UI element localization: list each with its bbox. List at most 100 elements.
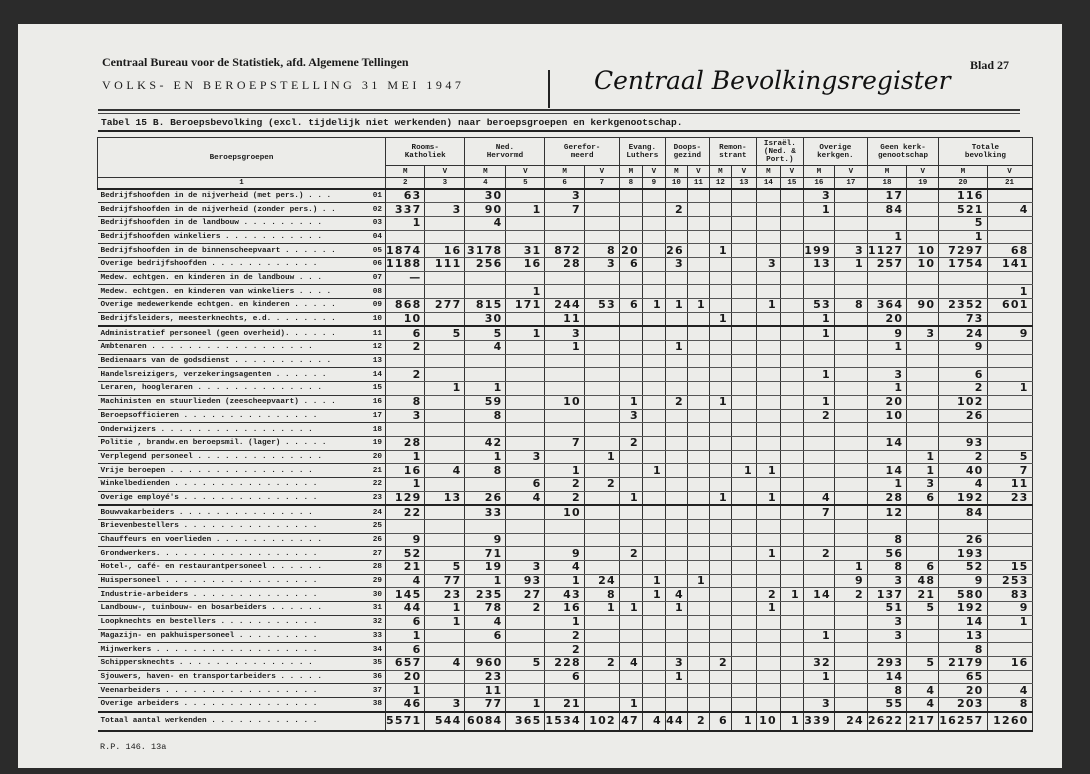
- table-cell: [686, 216, 710, 231]
- table-cell: [505, 312, 546, 327]
- table-cell: [641, 216, 666, 231]
- table-cell: [583, 519, 620, 534]
- table-cell: 1: [755, 463, 781, 478]
- table-cell: [583, 354, 620, 369]
- table-cell: 7297: [938, 243, 988, 258]
- table-cell: [641, 670, 666, 685]
- table-cell: [641, 381, 666, 396]
- column-number: 1: [97, 177, 386, 189]
- table-cell: 78: [464, 601, 507, 616]
- table-cell: [424, 312, 466, 327]
- table-cell: [618, 533, 643, 548]
- row-code: 31: [372, 604, 382, 613]
- row-label: Magazijn- en pakhuispersoneel . . . . . …: [97, 628, 386, 644]
- table-cell: [730, 697, 757, 713]
- table-cell: 1: [802, 395, 835, 410]
- row-label-text: Onderwijzers . . . . . . . . . . . . . .…: [100, 425, 313, 434]
- table-title: Tabel 15 B. Beroepsbevolking (excl. tijd…: [101, 117, 683, 128]
- table-cell: [641, 257, 666, 272]
- table-cell: [755, 187, 781, 204]
- table-cell: 2: [938, 450, 988, 465]
- row-label-text: Brievenbestellers . . . . . . . . . . . …: [100, 522, 318, 531]
- table-cell: [730, 340, 757, 355]
- table-cell: [755, 642, 781, 657]
- row-code: 30: [372, 590, 382, 599]
- table-cell: 65: [938, 670, 988, 685]
- table-cell: [802, 615, 835, 630]
- table-cell: 19: [464, 560, 507, 575]
- row-code: 05: [372, 246, 382, 255]
- table-cell: [866, 450, 908, 465]
- table-row: Winkelbedienden . . . . . . . . . . . . …: [97, 476, 1033, 492]
- table-cell: 1: [505, 697, 546, 713]
- table-cell: 33: [464, 504, 507, 521]
- row-label-text: Overige medewerkende echtgen. en kindere…: [100, 301, 336, 310]
- table-cell: 6084: [464, 710, 507, 732]
- table-cell: [505, 642, 546, 657]
- table-cell: [730, 629, 757, 644]
- table-cell: [833, 491, 868, 506]
- table-cell: 4: [906, 697, 940, 713]
- row-label: Hotel-, café- en restaurantpersoneel . .…: [97, 560, 386, 575]
- table-cell: 5: [424, 560, 466, 575]
- table-cell: [779, 670, 804, 685]
- table-cell: [755, 519, 781, 534]
- table-cell: [686, 450, 710, 465]
- table-cell: [686, 504, 710, 521]
- table-cell: [755, 450, 781, 465]
- table-cell: 521: [938, 202, 988, 217]
- table-cell: [833, 642, 868, 657]
- row-label-text: Mijnwerkers . . . . . . . . . . . . . . …: [100, 645, 318, 654]
- table-cell: 4: [938, 477, 988, 492]
- table-cell: [833, 354, 868, 369]
- table-cell: [641, 202, 666, 217]
- sex-header: M: [618, 165, 643, 178]
- table-cell: [708, 367, 732, 383]
- table-row: Leraren, hoogleraren . . . . . . . . . .…: [97, 381, 1033, 396]
- table-cell: [424, 409, 466, 424]
- table-cell: [708, 642, 732, 657]
- table-cell: 3: [505, 450, 546, 465]
- table-cell: [618, 683, 643, 698]
- table-cell: 2179: [938, 656, 988, 671]
- table-cell: 257: [866, 257, 908, 272]
- table-cell: 3: [802, 187, 835, 204]
- table-cell: 10: [544, 504, 585, 521]
- sex-header: M: [938, 165, 988, 178]
- table-cell: 9: [938, 340, 988, 355]
- table-cell: [686, 381, 710, 396]
- table-cell: [730, 436, 757, 451]
- row-label-text: Bedrijfshoofden in de landbouw . . . . .…: [100, 219, 322, 228]
- table-row: Bedienaars van de godsdienst . . . . . .…: [97, 353, 1033, 369]
- table-cell: [986, 312, 1033, 327]
- table-cell: 3: [424, 202, 466, 217]
- table-cell: 51: [866, 601, 908, 616]
- sex-header: M: [384, 165, 426, 178]
- table-cell: [730, 560, 757, 575]
- table-cell: [686, 587, 710, 603]
- row-label-text: Overige arbeiders . . . . . . . . . . . …: [100, 700, 318, 709]
- table-cell: 137: [866, 587, 908, 603]
- sex-header: V: [730, 165, 757, 178]
- table-cell: 2352: [938, 298, 988, 313]
- table-cell: [866, 271, 908, 286]
- table-cell: [464, 271, 507, 286]
- table-cell: [583, 202, 620, 217]
- table-cell: [424, 670, 466, 685]
- table-cell: 20: [938, 683, 988, 698]
- table-cell: [583, 409, 620, 424]
- table-cell: [686, 257, 710, 272]
- table-cell: [779, 409, 804, 424]
- table-cell: [686, 340, 710, 355]
- table-cell: 77: [424, 574, 466, 589]
- table-cell: [664, 504, 688, 521]
- column-number: 8: [618, 177, 643, 189]
- table-cell: 1: [544, 463, 585, 478]
- table-cell: 9: [544, 546, 585, 562]
- table-cell: 1: [384, 629, 426, 644]
- row-label-text: Bedrijfshoofden in de nijverheid (zonder…: [100, 205, 336, 214]
- row-code: 24: [372, 508, 382, 517]
- row-label-text: Ambtenaren . . . . . . . . . . . . . . .…: [100, 343, 313, 352]
- table-row: Verplegend personeel . . . . . . . . . .…: [97, 449, 1033, 465]
- table-cell: 24: [833, 710, 868, 732]
